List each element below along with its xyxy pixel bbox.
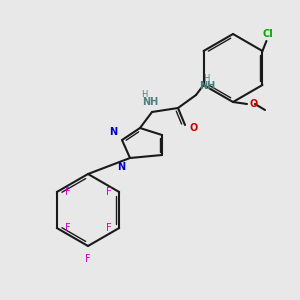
Text: F: F [65, 223, 70, 233]
Text: N: N [117, 162, 125, 172]
Text: Cl: Cl [262, 29, 273, 39]
Text: F: F [106, 187, 111, 197]
Text: F: F [106, 223, 111, 233]
Text: N: N [109, 127, 117, 137]
Text: F: F [85, 254, 91, 264]
Text: NH: NH [142, 97, 158, 107]
Text: F: F [65, 187, 70, 197]
Text: O: O [190, 123, 198, 133]
Text: O: O [249, 99, 257, 109]
Text: H: H [141, 90, 147, 99]
Text: NH: NH [199, 81, 215, 91]
Text: H: H [203, 74, 209, 83]
